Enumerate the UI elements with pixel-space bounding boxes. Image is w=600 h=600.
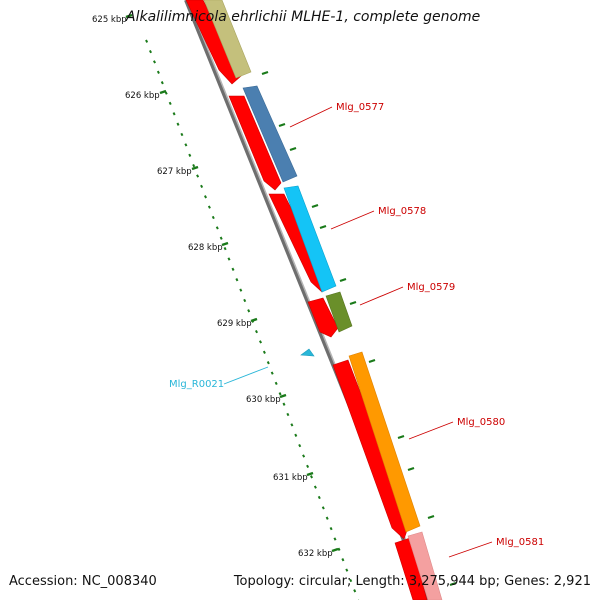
gene-feature-mlg-r0021[interactable] <box>300 348 315 357</box>
ruler-label-627: 627 kbp <box>157 167 192 177</box>
position-tick <box>180 132 184 137</box>
position-tick <box>184 143 188 147</box>
position-tick <box>223 246 227 251</box>
position-tick <box>345 568 349 572</box>
position-tick <box>306 464 310 469</box>
label-leaders <box>289 106 493 558</box>
accession-value: NC_008340 <box>81 574 157 589</box>
position-tick <box>156 70 160 74</box>
position-tick <box>349 578 353 583</box>
feature-boundary-ticks <box>261 70 457 587</box>
position-tick <box>235 278 239 282</box>
position-tick <box>313 485 317 489</box>
position-tick <box>188 153 192 157</box>
length-value: 3,275,944 bp <box>408 574 496 589</box>
position-tick <box>259 340 262 344</box>
ruler-label-632: 632 kbp <box>298 549 333 559</box>
position-tick <box>219 236 223 240</box>
position-tick <box>333 537 337 541</box>
feature-orange[interactable] <box>348 351 421 533</box>
position-tick <box>153 60 156 64</box>
position-tick <box>176 122 180 126</box>
position-tick <box>168 101 172 106</box>
position-tick <box>270 371 274 375</box>
cds-track-reverse <box>185 0 428 600</box>
ruler-major-ticks <box>125 13 339 553</box>
position-tick <box>310 475 313 479</box>
gene-label-mlg-0579[interactable]: Mlg_0579 <box>407 282 455 293</box>
position-tick <box>337 547 341 551</box>
position-tick <box>274 381 278 386</box>
position-tick <box>227 257 231 261</box>
position-tick <box>172 112 176 116</box>
gene-labels: Mlg_0577 Mlg_0578 Mlg_0579 Mlg_R0021 Mlg… <box>169 102 544 548</box>
ruler-label-631: 631 kbp <box>273 473 308 483</box>
gene-label-mlg-0580[interactable]: Mlg_0580 <box>457 417 505 428</box>
topology-value: circular <box>298 574 347 589</box>
position-tick <box>329 526 333 531</box>
accession-info: Accession: NC_008340 <box>9 574 157 589</box>
position-tick <box>298 443 302 448</box>
gene-label-mlg-0578[interactable]: Mlg_0578 <box>378 206 426 217</box>
genes-value: 2,921 <box>553 574 591 589</box>
position-tick <box>149 49 152 54</box>
ruler-label-630: 630 kbp <box>246 395 281 405</box>
position-tick <box>286 412 290 417</box>
position-tick <box>325 516 329 520</box>
length-label: Length: <box>355 574 405 589</box>
position-tick <box>145 39 149 43</box>
position-tick <box>278 392 282 396</box>
position-tick <box>239 288 243 292</box>
ruler-label-625: 625 kbp <box>92 15 127 25</box>
position-tick <box>200 184 204 189</box>
feature-olive[interactable] <box>325 291 353 333</box>
gene-feature-mlg-0579[interactable] <box>307 297 339 338</box>
position-tick <box>266 361 270 365</box>
topology-label: Topology: <box>233 574 295 589</box>
feature-pink[interactable] <box>407 531 443 600</box>
position-tick <box>282 402 286 406</box>
position-tick <box>321 506 325 510</box>
feature-khaki[interactable] <box>203 0 252 79</box>
position-tick <box>192 163 196 168</box>
ruler-label-629: 629 kbp <box>217 319 252 329</box>
position-tick <box>160 81 164 85</box>
feature-steelblue[interactable] <box>242 85 298 183</box>
genome-title: Alkalilimnicola ehrlichii MLHE-1, comple… <box>126 9 481 25</box>
genome-summary: Topology: circular; Length: 3,275,944 bp… <box>233 574 591 589</box>
position-tick <box>243 298 247 303</box>
position-tick <box>204 195 207 199</box>
position-tick <box>196 174 200 178</box>
ruler-label-628: 628 kbp <box>188 243 223 253</box>
position-tick <box>317 495 321 500</box>
label-leader-mlg-r0021 <box>223 366 269 385</box>
gene-label-mlg-r0021[interactable]: Mlg_R0021 <box>169 379 224 390</box>
gene-feature-mlg-0577[interactable] <box>228 95 282 191</box>
accession-label: Accession: <box>9 574 78 589</box>
position-tick <box>215 226 219 230</box>
position-tick <box>255 329 258 334</box>
position-tick <box>207 205 211 209</box>
ruler-label-626: 626 kbp <box>125 91 160 101</box>
gene-feature[interactable] <box>185 0 242 85</box>
ruler-labels: 625 kbp 626 kbp 627 kbp 628 kbp 629 kbp … <box>92 15 333 559</box>
position-tick <box>262 350 266 354</box>
gene-label-mlg-0577[interactable]: Mlg_0577 <box>336 102 384 113</box>
gene-label-mlg-0581[interactable]: Mlg_0581 <box>496 537 544 548</box>
gene-feature-mlg-0581[interactable] <box>394 537 428 600</box>
position-tick <box>302 454 306 458</box>
position-tick <box>294 433 298 437</box>
cds-track-forward <box>203 0 443 600</box>
position-tick <box>231 267 235 271</box>
position-tick <box>341 558 345 562</box>
position-tick <box>353 589 357 593</box>
position-tick <box>211 215 215 220</box>
position-tick <box>247 309 251 313</box>
genes-label: Genes: <box>504 574 550 589</box>
feature-skyblue[interactable] <box>283 185 337 293</box>
position-tick <box>290 423 294 427</box>
